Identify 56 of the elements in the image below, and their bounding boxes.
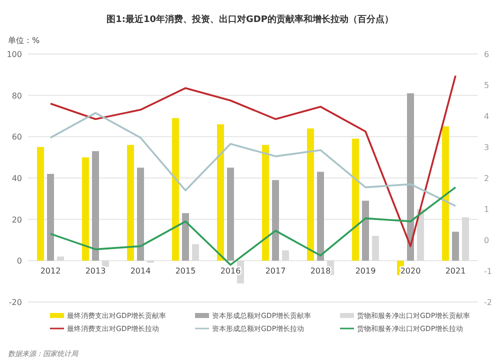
bar bbox=[137, 168, 144, 261]
bar bbox=[272, 180, 279, 261]
y-tick-label: 20 bbox=[12, 215, 22, 224]
y2-tick-label: -2 bbox=[484, 298, 492, 307]
y2-tick-label: 2 bbox=[484, 174, 490, 183]
bar bbox=[262, 144, 269, 261]
bar bbox=[127, 144, 134, 261]
x-tick-label: 2016 bbox=[220, 266, 241, 276]
bar bbox=[372, 236, 379, 261]
bar bbox=[282, 250, 289, 261]
bar bbox=[442, 126, 449, 261]
bar bbox=[92, 151, 99, 261]
bar bbox=[352, 138, 359, 261]
bar bbox=[182, 213, 189, 261]
y2-tick-label: 0 bbox=[484, 236, 490, 245]
line-series bbox=[50, 186, 456, 266]
bar bbox=[37, 147, 44, 261]
y-tick-label: -20 bbox=[8, 298, 22, 307]
bar bbox=[102, 260, 109, 267]
x-tick-label: 2018 bbox=[310, 266, 331, 276]
y-tick-label: 40 bbox=[12, 174, 22, 183]
y2-tick-label: 6 bbox=[484, 50, 490, 59]
line-series bbox=[50, 112, 456, 207]
x-tick-label: 2012 bbox=[40, 266, 61, 276]
y-tick-label: 100 bbox=[6, 50, 22, 59]
y2-tick-label: -1 bbox=[484, 267, 492, 276]
line-series bbox=[50, 74, 456, 248]
bar bbox=[57, 256, 64, 261]
bar bbox=[452, 232, 459, 261]
bar bbox=[217, 124, 224, 261]
y2-tick-label: 3 bbox=[484, 143, 490, 152]
bar bbox=[362, 200, 369, 261]
bar bbox=[317, 172, 324, 261]
bar bbox=[47, 174, 54, 261]
bar bbox=[192, 244, 199, 261]
y2-tick-label: 5 bbox=[484, 81, 490, 90]
x-tick-label: 2014 bbox=[130, 266, 151, 276]
x-tick-label: 2015 bbox=[175, 266, 196, 276]
x-tick-label: 2021 bbox=[445, 266, 466, 276]
bar bbox=[407, 93, 414, 261]
y-tick-label: 0 bbox=[16, 256, 22, 266]
y-tick-label: 80 bbox=[12, 91, 22, 100]
bar bbox=[307, 128, 314, 261]
x-tick-label: 2019 bbox=[355, 266, 376, 276]
y2-tick-label: 4 bbox=[484, 112, 490, 121]
y2-tick-label: 1 bbox=[484, 205, 490, 214]
x-tick-label: 2017 bbox=[265, 266, 286, 276]
bar bbox=[227, 168, 234, 261]
bar bbox=[82, 157, 89, 261]
bar bbox=[172, 118, 179, 261]
bar bbox=[462, 217, 469, 261]
x-tick-label: 2013 bbox=[85, 266, 106, 276]
y-tick-label: 60 bbox=[12, 132, 22, 142]
chart-title: 图1:最近10年消费、投资、出口对GDP的贡献率和增长拉动（百分点） bbox=[106, 14, 394, 25]
y-axis-title: 单位：% bbox=[8, 36, 40, 45]
bar bbox=[417, 209, 424, 261]
